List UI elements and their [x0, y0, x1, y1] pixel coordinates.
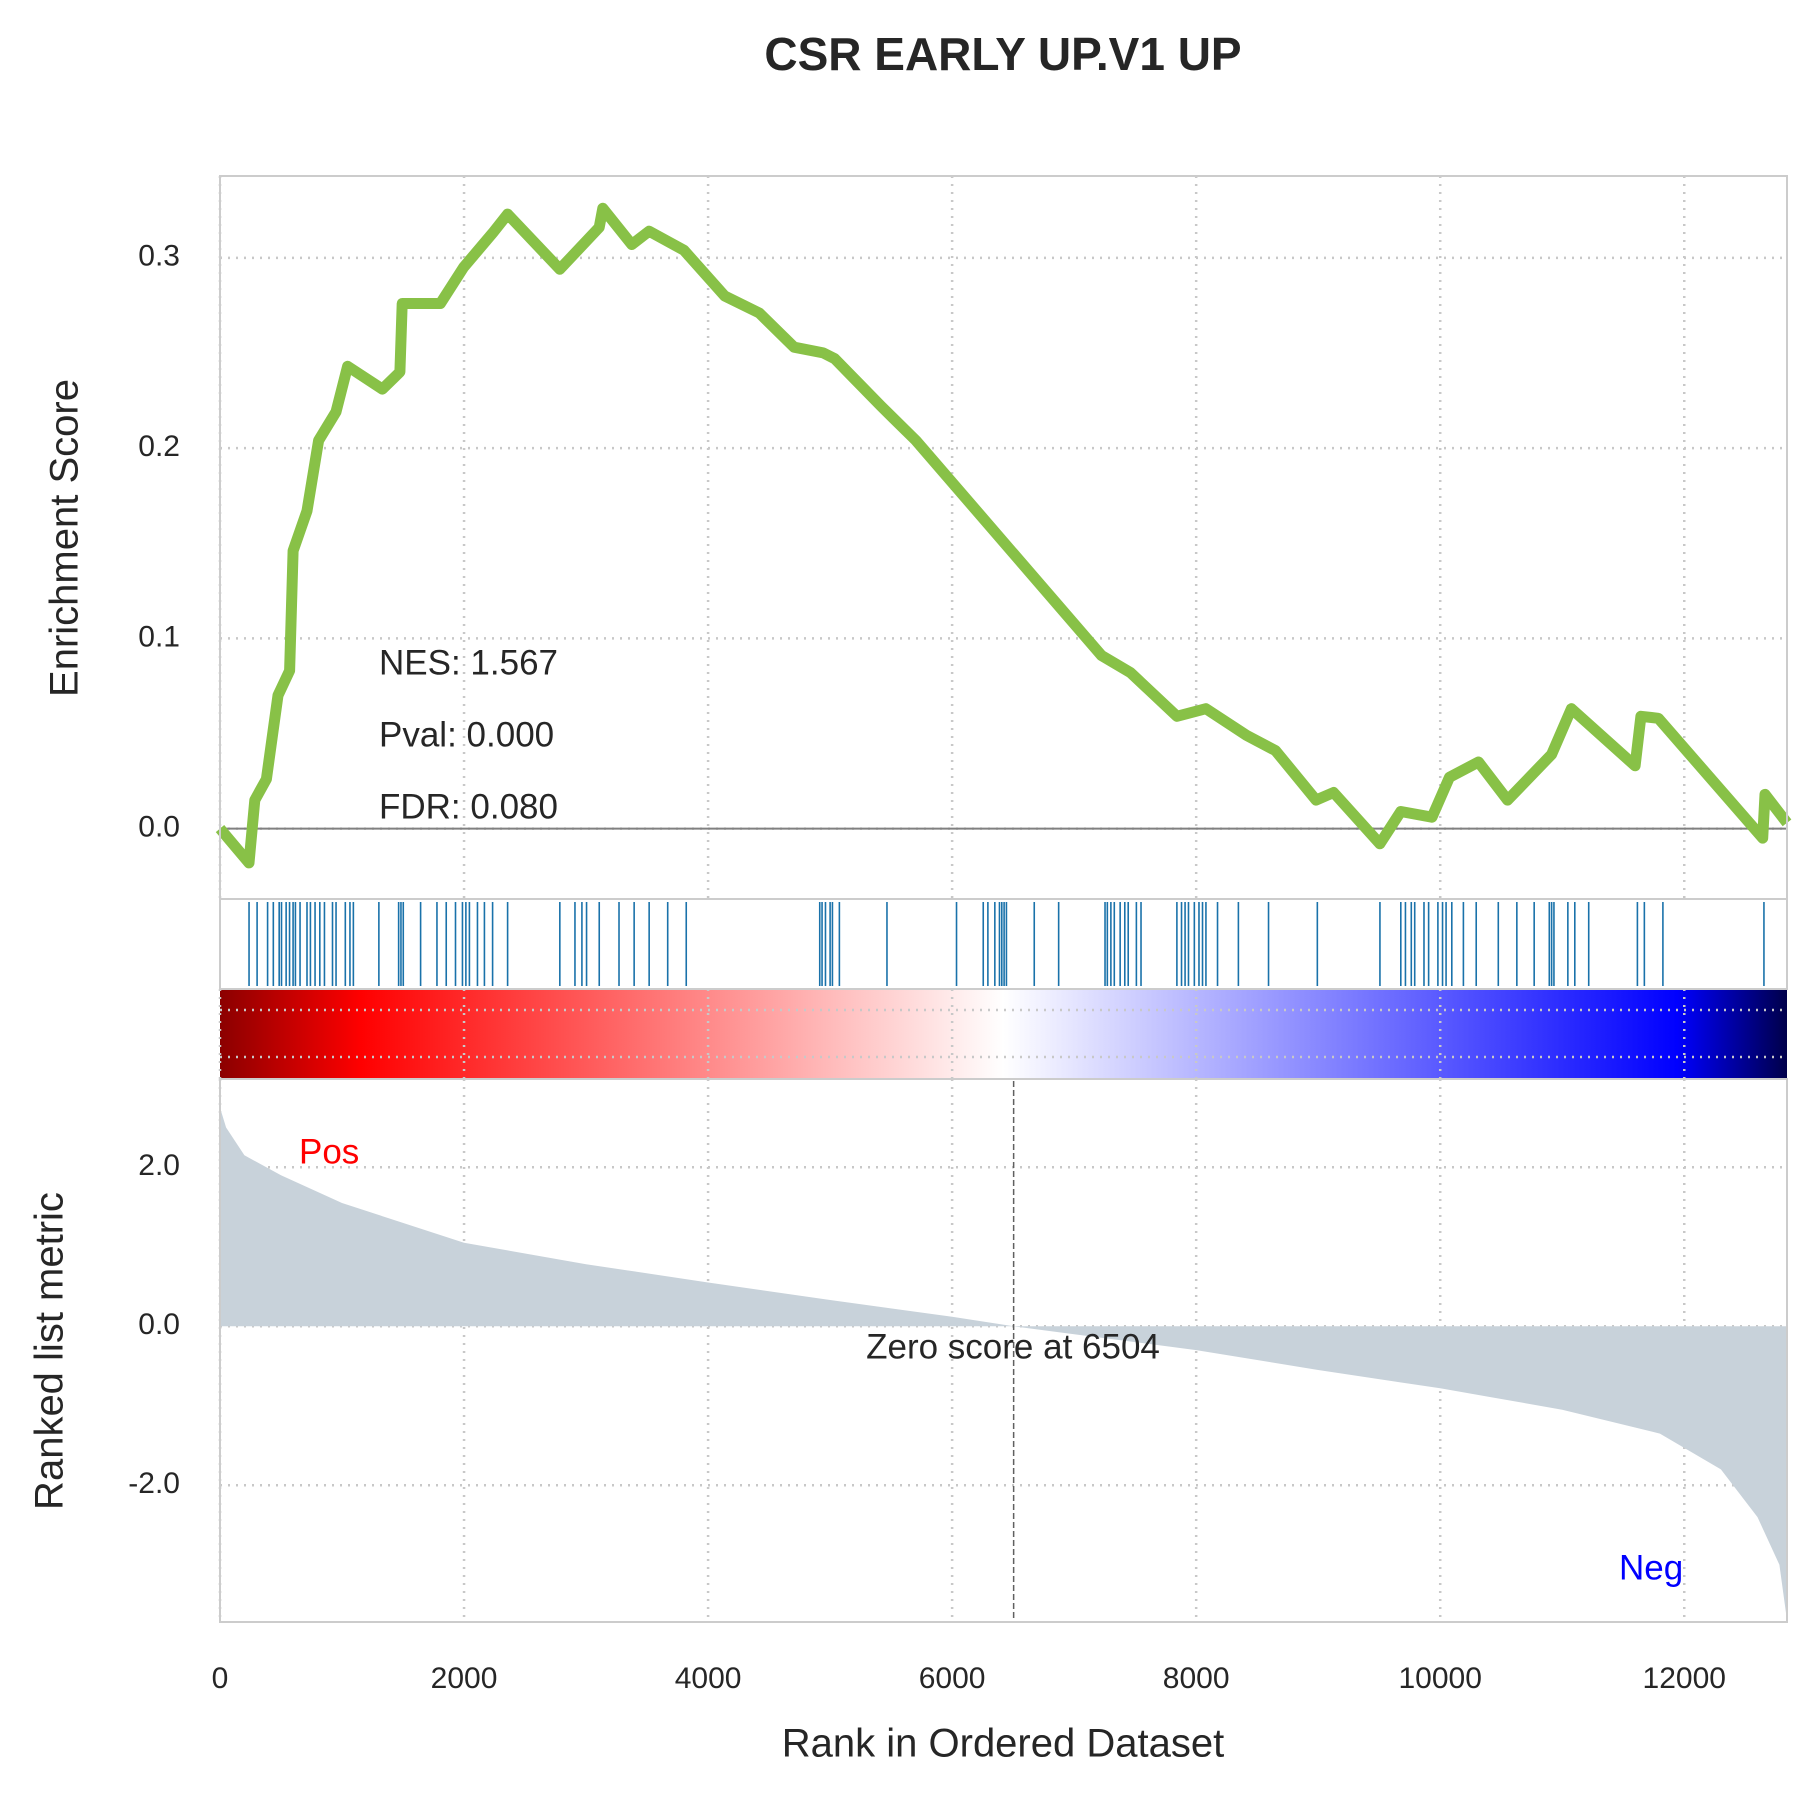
zero-score-label: Zero score at 6504 — [866, 1327, 1160, 1366]
chart-title: CSR EARLY UP.V1 UP — [764, 28, 1241, 80]
panel-frame — [219, 898, 1788, 990]
es-line — [215, 202, 1792, 869]
pos-label: Pos — [299, 1132, 359, 1171]
y-tick-label: 0.0 — [138, 1308, 180, 1341]
y-axis-label: Enrichment Score — [43, 379, 87, 697]
y-tick-label: 2.0 — [138, 1149, 180, 1182]
y-tick-label: 0.2 — [138, 430, 180, 463]
stat-annotation: NES: 1.567 — [379, 643, 558, 682]
metric-area — [220, 1107, 1787, 1621]
x-tick-label: 2000 — [431, 1662, 498, 1695]
y-tick-label: -2.0 — [128, 1467, 180, 1500]
x-axis-label: Rank in Ordered Dataset — [782, 1722, 1224, 1766]
x-tick-label: 0 — [212, 1662, 229, 1695]
y-tick-label: 0.3 — [138, 240, 180, 273]
y-tick-label: 0.1 — [138, 620, 180, 653]
x-tick-label: 10000 — [1398, 1662, 1481, 1695]
y-tick-label: 0.0 — [138, 811, 180, 844]
panel-frame — [219, 1078, 1788, 1623]
neg-label: Neg — [1619, 1548, 1683, 1587]
x-tick-label: 12000 — [1643, 1662, 1726, 1695]
x-tick-label: 4000 — [675, 1662, 742, 1695]
colorbar — [220, 989, 1787, 1079]
stat-annotation: Pval: 0.000 — [379, 715, 554, 754]
y-axis-label: Ranked list metric — [28, 1192, 72, 1510]
x-tick-label: 6000 — [919, 1662, 986, 1695]
stat-annotation: FDR: 0.080 — [379, 787, 558, 826]
x-tick-label: 8000 — [1163, 1662, 1230, 1695]
